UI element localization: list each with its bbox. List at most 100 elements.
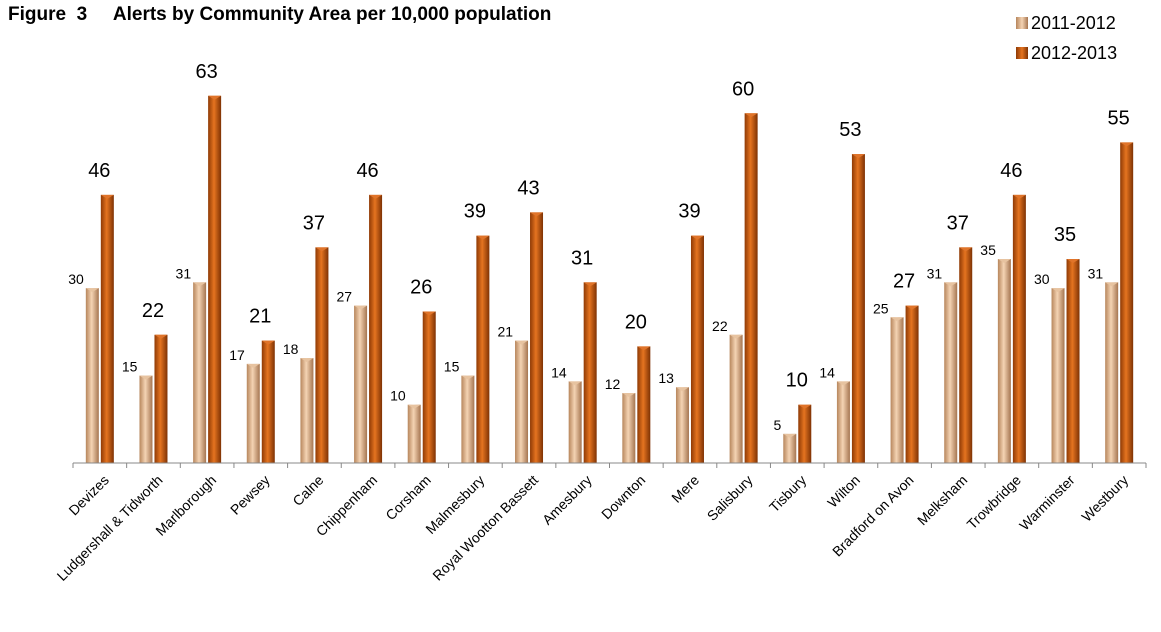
- bar-top-2011-2012-4: [300, 358, 314, 363]
- bar-2011-2012-bradford-on-avon: [890, 317, 904, 463]
- bar-2011-2012-westbury: [1105, 282, 1119, 463]
- bar-top-2012-2013-2: [208, 95, 222, 100]
- bar-2011-2012-corsham: [407, 404, 421, 463]
- bar-2011-2012-melksham: [944, 282, 958, 463]
- value-label-2012-2013-3: 21: [249, 306, 271, 328]
- value-label-2012-2013-15: 27: [893, 271, 915, 293]
- bar-2012-2013-tisbury: [798, 404, 812, 463]
- category-label-royal-wootton-bassett: Royal Wootton Bassett: [429, 472, 541, 584]
- legend-label-2011-2012: 2011-2012: [1031, 12, 1116, 33]
- bar-top-2012-2013-15: [905, 305, 919, 310]
- bar-2012-2013-devizes: [100, 194, 114, 463]
- bar-2012-2013-marlborough: [208, 95, 222, 464]
- bar-2011-2012-mere: [675, 387, 689, 463]
- value-label-2012-2013-12: 60: [732, 78, 754, 100]
- bar-top-2012-2013-16: [959, 247, 973, 252]
- value-label-2011-2012-7: 15: [444, 359, 460, 375]
- category-label-amesbury: Amesbury: [539, 472, 595, 528]
- bar-top-2012-2013-11: [690, 235, 704, 240]
- value-label-2011-2012-10: 12: [605, 376, 621, 392]
- category-label-downton: Downton: [598, 472, 648, 522]
- bar-top-2012-2013-7: [476, 235, 490, 240]
- bar-top-2011-2012-1: [139, 375, 153, 380]
- category-label-melksham: Melksham: [914, 472, 970, 528]
- category-label-trowbridge: Trowbridge: [964, 472, 1025, 533]
- category-label-devizes: Devizes: [65, 472, 112, 519]
- bar-2012-2013-melksham: [959, 247, 973, 463]
- legend-label-2012-2013: 2012-2013: [1031, 42, 1118, 63]
- value-label-2011-2012-11: 13: [658, 370, 674, 386]
- bar-top-2012-2013-17: [1012, 194, 1026, 199]
- value-label-2012-2013-5: 46: [356, 160, 378, 182]
- bar-top-2011-2012-17: [997, 259, 1011, 263]
- bar-2012-2013-ludgershall-tidworth: [154, 334, 168, 463]
- category-label-mere: Mere: [668, 472, 702, 506]
- value-label-2012-2013-2: 63: [196, 61, 218, 83]
- bar-top-2011-2012-2: [193, 282, 207, 287]
- legend-swatch-2012-2013: [1016, 47, 1028, 59]
- bar-2011-2012-chippenham: [354, 305, 368, 463]
- category-label-wilton: Wilton: [824, 472, 863, 511]
- bar-2011-2012-royal-wootton-bassett: [515, 340, 529, 463]
- bar-2011-2012-tisbury: [783, 433, 797, 463]
- bar-2011-2012-amesbury: [568, 381, 582, 463]
- bar-2011-2012-trowbridge: [997, 259, 1011, 463]
- category-label-pewsey: Pewsey: [227, 472, 273, 518]
- legend-swatch-2011-2012: [1016, 17, 1028, 29]
- legend: 2011-2012 2012-2013: [1016, 8, 1117, 68]
- bar-top-2011-2012-3: [246, 363, 260, 368]
- bar-top-2011-2012-11: [675, 387, 689, 392]
- value-label-2011-2012-3: 17: [229, 347, 245, 363]
- bar-2012-2013-corsham: [422, 311, 436, 463]
- bar-2012-2013-malmesbury: [476, 235, 490, 463]
- bar-2012-2013-westbury: [1120, 142, 1134, 463]
- bar-top-2011-2012-14: [836, 381, 850, 386]
- bar-2012-2013-mere: [690, 235, 704, 463]
- legend-item-2011-2012: 2011-2012: [1016, 8, 1117, 38]
- value-label-2011-2012-0: 30: [68, 271, 84, 287]
- bar-2012-2013-salisbury: [744, 113, 758, 464]
- legend-item-2012-2013: 2012-2013: [1016, 38, 1117, 68]
- category-label-salisbury: Salisbury: [704, 472, 756, 524]
- bar-2011-2012-marlborough: [193, 282, 207, 463]
- bar-top-2011-2012-7: [461, 375, 475, 380]
- bar-2011-2012-downton: [622, 393, 636, 463]
- value-label-2011-2012-4: 18: [283, 341, 299, 357]
- value-label-2011-2012-1: 15: [122, 359, 138, 375]
- bar-top-2012-2013-19: [1120, 142, 1134, 147]
- category-label-calne: Calne: [289, 472, 326, 509]
- value-label-2011-2012-8: 21: [497, 324, 513, 340]
- value-label-2011-2012-13: 5: [773, 417, 781, 433]
- bar-top-2011-2012-15: [890, 317, 904, 322]
- bar-top-2012-2013-0: [100, 194, 114, 199]
- bar-top-2011-2012-5: [354, 305, 368, 310]
- value-label-2012-2013-0: 46: [88, 160, 110, 182]
- value-label-2012-2013-17: 46: [1000, 160, 1022, 182]
- value-label-2012-2013-13: 10: [786, 370, 808, 392]
- value-label-2012-2013-18: 35: [1054, 224, 1076, 246]
- value-label-2012-2013-7: 39: [464, 201, 486, 223]
- bar-top-2011-2012-19: [1105, 282, 1119, 287]
- bar-2011-2012-malmesbury: [461, 375, 475, 463]
- bar-top-2011-2012-9: [568, 381, 582, 386]
- value-label-2011-2012-2: 31: [176, 265, 192, 281]
- value-label-2011-2012-14: 14: [819, 364, 835, 380]
- category-label-warminster: Warminster: [1016, 472, 1078, 534]
- value-label-2012-2013-14: 53: [839, 119, 861, 141]
- bar-top-2011-2012-6: [407, 404, 421, 409]
- bar-top-2012-2013-12: [744, 113, 758, 118]
- bar-top-2012-2013-13: [798, 404, 812, 409]
- bar-2011-2012-calne: [300, 358, 314, 463]
- value-label-2012-2013-10: 20: [625, 311, 647, 333]
- value-label-2012-2013-1: 22: [142, 300, 164, 322]
- bar-top-2012-2013-8: [530, 212, 544, 217]
- bar-2011-2012-wilton: [836, 381, 850, 463]
- bar-top-2012-2013-3: [261, 340, 275, 345]
- value-label-2011-2012-5: 27: [336, 289, 352, 305]
- bar-2012-2013-pewsey: [261, 340, 275, 463]
- value-label-2011-2012-15: 25: [873, 300, 889, 316]
- category-label-ludgershall-tidworth: Ludgershall & Tidworth: [54, 472, 166, 584]
- bar-top-2012-2013-14: [851, 154, 865, 159]
- bar-top-2012-2013-18: [1066, 259, 1080, 263]
